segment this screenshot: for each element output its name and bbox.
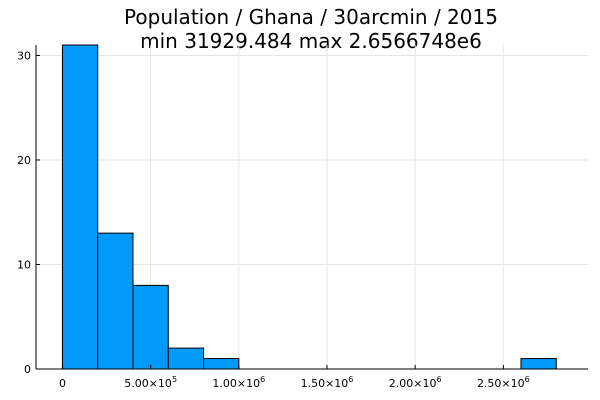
histogram-bar-2 (132, 284, 169, 370)
x-tick-label-5: 2.50×106 (477, 375, 530, 390)
histogram-bar-3 (167, 347, 205, 370)
axes (35, 45, 588, 370)
histogram-bar-1 (97, 232, 134, 370)
histogram-bar-0 (61, 44, 99, 370)
y-tick-label-1: 10 (17, 258, 31, 271)
x-tick-label-2: 1.00×106 (212, 375, 265, 390)
y-tick-label-2: 20 (17, 154, 31, 167)
x-tick-label-3: 1.50×106 (301, 375, 354, 390)
histogram-bar-13 (520, 358, 557, 370)
x-tick-label-4: 2.00×106 (389, 375, 442, 390)
y-tick-label-3: 30 (17, 49, 31, 62)
y-tick-label-0: 0 (24, 363, 31, 376)
histogram-bar-4 (203, 358, 240, 370)
x-tick-label-0: 0 (59, 377, 66, 390)
tick-labels: 0 5.00×105 1.00×106 1.50×106 2.00×106 2.50×10… (17, 49, 530, 390)
histogram-bars (61, 44, 557, 370)
chart-title-line-1: Population / Ghana / 30arcmin / 2015 (124, 5, 498, 29)
x-tick-label-1: 5.00×105 (124, 375, 177, 390)
chart-title-line-2: min 31929.484 max 2.6566748e6 (140, 29, 482, 53)
